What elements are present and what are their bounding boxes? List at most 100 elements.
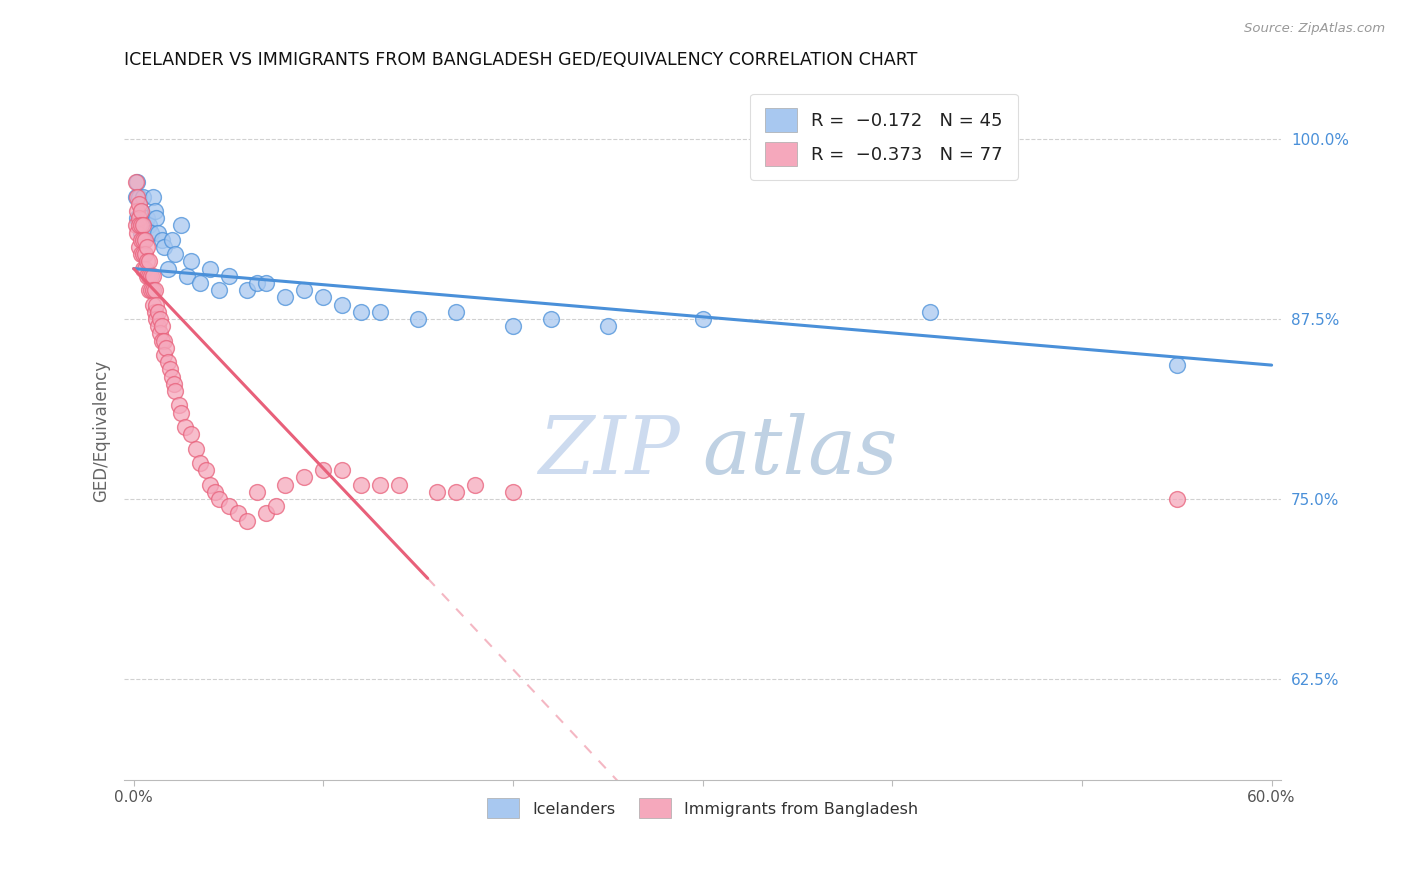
Point [129,233,152,247]
Point [136,254,159,268]
Point [149,312,172,326]
Point [444,484,467,499]
Point [132,247,155,261]
Point [176,268,198,283]
Point [145,211,167,226]
Point [128,196,150,211]
Point [426,484,449,499]
Point [1166,358,1188,372]
Point [129,204,152,219]
Point [143,204,166,219]
Point [226,507,249,521]
Point [188,456,211,470]
Point [153,348,176,362]
Point [148,226,170,240]
Point [155,341,177,355]
Point [153,240,176,254]
Point [180,427,202,442]
Point [1166,491,1188,506]
Point [165,247,187,261]
Point [388,477,411,491]
Point [150,319,173,334]
Point [218,268,240,283]
Point [186,442,208,456]
Point [153,334,176,348]
Point [127,189,149,203]
Point [127,226,149,240]
Text: Source: ZipAtlas.com: Source: ZipAtlas.com [1244,22,1385,36]
Point [139,226,162,240]
Point [208,283,231,297]
Point [128,211,150,226]
Point [170,406,193,420]
Point [246,276,269,290]
Point [292,283,315,297]
Point [128,219,150,233]
Point [127,211,149,226]
Point [167,399,190,413]
Point [218,500,240,514]
Y-axis label: GED/Equivalency: GED/Equivalency [93,359,110,501]
Point [128,189,150,203]
Point [142,297,165,311]
Point [368,305,391,319]
Text: atlas: atlas [703,413,898,491]
Legend: Icelanders, Immigrants from Bangladesh: Icelanders, Immigrants from Bangladesh [481,792,924,824]
Point [204,484,226,499]
Point [256,507,278,521]
Point [145,312,167,326]
Point [236,514,259,528]
Point [596,319,619,334]
Point [136,211,159,226]
Point [274,477,297,491]
Point [160,369,183,384]
Point [139,268,162,283]
Point [330,463,353,477]
Point [350,477,373,491]
Text: ZIP: ZIP [537,413,679,491]
Point [198,261,221,276]
Point [312,290,335,304]
Point [368,477,391,491]
Point [124,175,146,189]
Point [149,326,172,341]
Point [160,233,183,247]
Point [138,219,160,233]
Point [174,420,197,434]
Point [920,305,942,319]
Point [138,254,160,268]
Point [132,219,155,233]
Point [156,261,179,276]
Point [198,477,221,491]
Point [350,305,373,319]
Point [256,276,278,290]
Point [128,240,150,254]
Point [138,283,160,297]
Point [208,491,231,506]
Point [129,247,152,261]
Point [502,484,524,499]
Point [136,240,159,254]
Text: ICELANDER VS IMMIGRANTS FROM BANGLADESH GED/EQUIVALENCY CORRELATION CHART: ICELANDER VS IMMIGRANTS FROM BANGLADESH … [124,51,918,69]
Point [406,312,429,326]
Point [180,254,202,268]
Point [188,276,211,290]
Point [129,204,152,219]
Point [145,297,167,311]
Point [124,189,146,203]
Point [692,312,714,326]
Point [246,484,269,499]
Point [129,219,152,233]
Point [132,189,155,203]
Point [134,261,156,276]
Point [124,219,146,233]
Point [142,189,165,203]
Point [236,283,259,297]
Point [464,477,486,491]
Point [444,305,467,319]
Point [150,334,173,348]
Point [128,211,150,226]
Point [148,319,170,334]
Point [134,233,156,247]
Point [540,312,562,326]
